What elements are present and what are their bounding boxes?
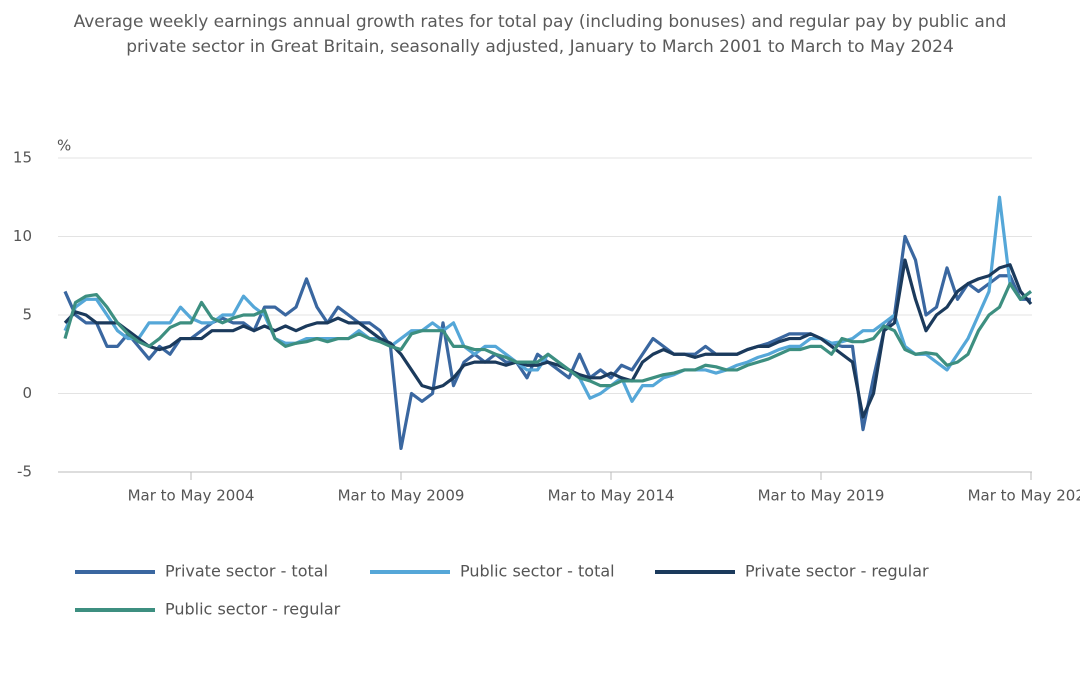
- series-line: [63, 195, 1032, 403]
- y-tick-label: 10: [13, 227, 32, 245]
- y-tick-label: -5: [17, 463, 32, 481]
- y-tick-label: 0: [22, 384, 32, 402]
- x-tick-label: Mar to May 2019: [758, 487, 885, 505]
- y-tick-label: 5: [22, 306, 32, 324]
- series-line: [63, 234, 1031, 451]
- legend-label: Private sector - total: [165, 562, 328, 581]
- x-tick-label: Mar to May 2009: [338, 487, 465, 505]
- x-tick-label: Mar to May 2024: [968, 487, 1080, 505]
- chart-title: Average weekly earnings annual growth ra…: [73, 12, 1007, 57]
- series-line: [63, 282, 1032, 388]
- series-line: [63, 258, 1033, 419]
- x-tick-label: Mar to May 2014: [548, 487, 675, 505]
- y-tick-label: 15: [13, 149, 32, 167]
- legend-label: Public sector - total: [460, 562, 615, 581]
- x-tick-label: Mar to May 2004: [128, 487, 255, 505]
- y-unit: %: [57, 137, 71, 155]
- legend-label: Private sector - regular: [745, 562, 929, 581]
- legend-label: Public sector - regular: [165, 600, 341, 619]
